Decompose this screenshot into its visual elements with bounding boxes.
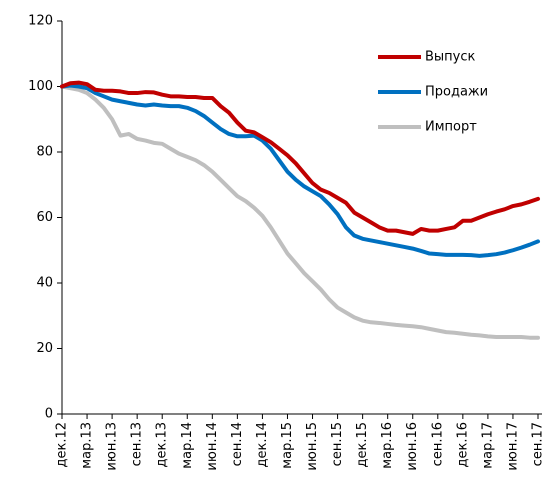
x-tick-label: дек.12 — [55, 422, 70, 468]
x-tick-label: мар.13 — [80, 422, 95, 469]
x-tick-label: сен.13 — [130, 422, 145, 466]
x-tick-label: июн.15 — [305, 422, 320, 471]
x-tick-label: дек.15 — [355, 422, 370, 468]
x-tick-label: мар.14 — [180, 422, 195, 469]
x-tick-label: дек.16 — [455, 422, 470, 468]
x-tick-label: сен.17 — [531, 422, 542, 466]
x-tick-label: мар.15 — [280, 422, 295, 469]
x-tick-label: дек.13 — [155, 422, 170, 468]
y-tick-label: 100 — [28, 79, 53, 94]
x-tick-label: июн.16 — [405, 422, 420, 471]
y-tick-label: 20 — [36, 341, 53, 356]
x-tick-label: сен.15 — [330, 422, 345, 466]
legend-label: Продажи — [425, 85, 488, 100]
x-tick-label: мар.16 — [380, 422, 395, 469]
x-tick-label: дек.14 — [255, 422, 270, 468]
legend-label: Выпуск — [425, 50, 476, 65]
y-tick-label: 60 — [36, 210, 53, 225]
legend-entry: Продажи — [378, 85, 488, 100]
y-tick-label: 80 — [36, 145, 53, 160]
x-tick-label: июн.17 — [505, 422, 520, 471]
x-tick-label: мар.17 — [480, 422, 495, 469]
legend-label: Импорт — [425, 120, 477, 135]
x-tick-label: сен.16 — [430, 422, 445, 466]
x-tick-label: сен.14 — [230, 422, 245, 466]
x-tick-label: июн.13 — [105, 422, 120, 471]
legend-entry: Импорт — [378, 120, 477, 135]
y-tick-label: 0 — [45, 407, 53, 422]
legend-entry: Выпуск — [378, 50, 476, 65]
x-tick-label: июн.14 — [205, 422, 220, 471]
y-tick-label: 120 — [28, 14, 53, 29]
y-tick-label: 40 — [36, 276, 53, 291]
